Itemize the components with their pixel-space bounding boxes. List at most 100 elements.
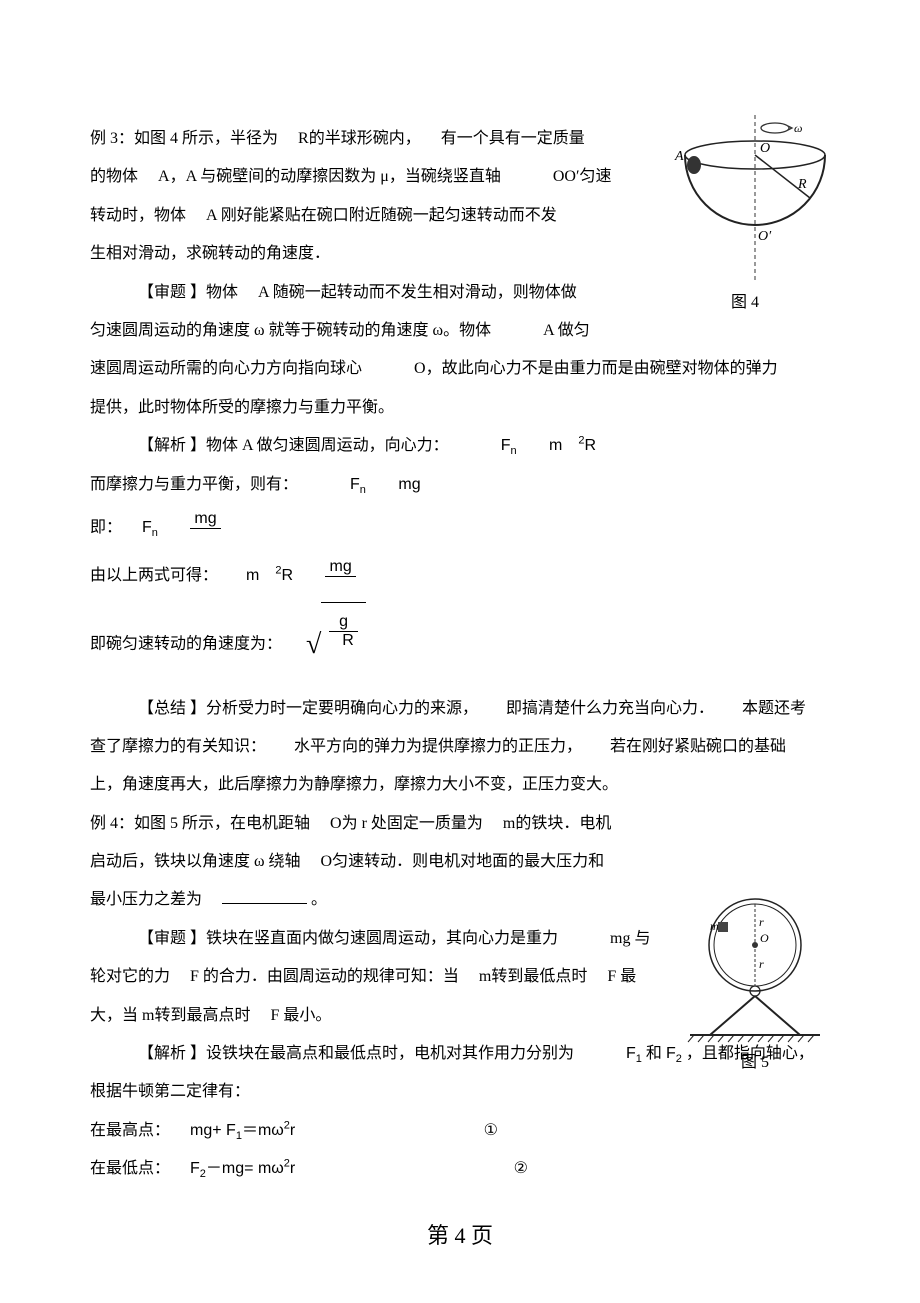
svg-text:O: O	[760, 141, 770, 156]
text: r	[290, 1160, 295, 1177]
text: 即碗匀速转动的角速度为：	[90, 635, 282, 652]
text: ＝mω	[242, 1122, 284, 1139]
ex3-line13: 即碗匀速转动的角速度为： √ g R	[90, 600, 830, 690]
ex4-line9: 在最高点： mg+ F1＝mω2r ①	[90, 1112, 830, 1150]
text: 大，当 m转到最高点时	[90, 1007, 250, 1024]
sqrt-expression: √ g R	[306, 600, 366, 690]
text: r	[290, 1122, 295, 1139]
text: 【解析 】物体 A 做匀速圆周运动，向心力：	[138, 437, 449, 454]
text: 在最低点：	[90, 1160, 170, 1177]
svg-text:R: R	[797, 177, 807, 192]
text: 例 4：如图 5 所示，在电机距轴	[90, 815, 310, 832]
formula-f1: F1	[626, 1045, 642, 1062]
text: 水平方向的弹力为提供摩擦力的正压力，	[294, 738, 582, 755]
formula-bottom: F2－mg= mω2r	[190, 1160, 300, 1177]
text: 最小压力之差为	[90, 891, 202, 908]
formula-fn3: Fn	[142, 519, 162, 536]
ex3-line11: 即： Fn mg	[90, 504, 830, 552]
text: 生相对滑动，求碗转动的角速度．	[90, 245, 330, 262]
text: F 最	[607, 968, 636, 985]
text: O匀速转动．则电机对地面的最大压力和	[321, 853, 605, 870]
figure-4-caption: 图 4	[660, 289, 830, 318]
figure-5-caption: 图 5	[680, 1049, 830, 1078]
text: R的半球形碗内，	[298, 130, 421, 147]
formula-mw2r-2: m2R	[246, 567, 297, 584]
text: 速圆周运动所需的向心力方向指向球心	[90, 360, 362, 377]
text: 在最高点：	[90, 1122, 170, 1139]
ex4-line2: 启动后，铁块以角速度 ω 绕轴 O匀速转动．则电机对地面的最大压力和	[90, 843, 830, 881]
text: F 最小。	[270, 1007, 331, 1024]
text: 即搞清楚什么力充当向心力．	[506, 700, 714, 717]
page-footer: 第 4 页	[0, 1210, 920, 1263]
text: O为 r 处固定一质量为	[330, 815, 483, 832]
text: F	[626, 1045, 636, 1062]
figure-4: A O O′ R ω 图 4	[660, 110, 830, 318]
text: A，A 与碗壁间的动摩擦因数为 μ，当碗绕竖直轴	[158, 168, 501, 185]
text: 有一个具有一定质量	[441, 130, 585, 147]
text: 转动时，物体	[90, 207, 186, 224]
motor-diagram-icon: m O r r	[680, 890, 830, 1045]
text: －mg= mω	[206, 1160, 284, 1177]
text: R	[329, 632, 357, 650]
formula-top: mg+ F1＝mω2r	[190, 1122, 300, 1139]
text	[190, 529, 220, 547]
ex3-line16: 上，角速度再大，此后摩擦力为静摩擦力，摩擦力大小不变，正压力变大。	[90, 766, 830, 804]
ex3-line7: 速圆周运动所需的向心力方向指向球心 O，故此向心力不是由重力而是由碗壁对物体的弹…	[90, 350, 830, 388]
svg-text:r: r	[759, 957, 764, 971]
text: 【审题 】物体	[138, 284, 238, 301]
ex3-line12: 由以上两式可得： m2R mg	[90, 552, 830, 600]
text: 若在刚好紧贴碗口的基础	[610, 738, 786, 755]
text: F	[190, 1160, 200, 1177]
fraction-mg-mu: mg	[190, 510, 220, 546]
text: F	[501, 437, 511, 454]
text: m的铁块．电机	[503, 815, 611, 832]
text: 和	[646, 1045, 662, 1062]
text: 查了摩擦力的有关知识：	[90, 738, 266, 755]
text: 上，角速度再大，此后摩擦力为静摩擦力，摩擦力大小不变，正压力变大。	[90, 776, 618, 793]
text: m	[549, 437, 562, 454]
text: F 的合力．由圆周运动的规律可知：当	[190, 968, 459, 985]
text: mg 与	[610, 930, 650, 947]
text: mg	[190, 510, 220, 529]
text: O，故此向心力不是由重力而是由碗壁对物体的弹力	[414, 360, 778, 377]
ex4-line8: 根据牛顿第二定律有：	[90, 1073, 830, 1111]
bowl-diagram-icon: A O O′ R ω	[660, 110, 830, 285]
text: 【总结 】分析受力时一定要明确向心力的来源，	[138, 700, 478, 717]
text: 匀速圆周运动的角速度 ω 就等于碗转动的角速度 ω。物体	[90, 322, 491, 339]
ex3-line10: 而摩擦力与重力平衡，则有： Fn mg	[90, 466, 830, 504]
text: mg+ F	[190, 1122, 236, 1139]
text: n	[152, 527, 158, 539]
text: 轮对它的力	[90, 968, 170, 985]
text: 1	[636, 1053, 642, 1065]
eq-number-2: ②	[514, 1160, 528, 1177]
text: 的物体	[90, 168, 138, 185]
text: g	[329, 613, 357, 632]
text: m	[246, 567, 259, 584]
text: 提供，此时物体所受的摩擦力与重力平衡。	[90, 399, 394, 416]
text: 【解析 】设铁块在最高点和最低点时，电机对其作用力分别为	[138, 1045, 574, 1062]
text: R	[281, 567, 293, 584]
text: mg	[325, 558, 355, 577]
ex3-line9: 【解析 】物体 A 做匀速圆周运动，向心力： Fn m2R	[90, 427, 830, 465]
text: 。	[311, 891, 327, 908]
text: m转到最低点时	[479, 968, 587, 985]
text: A 刚好能紧贴在碗口附近随碗一起匀速转动而不发	[206, 207, 557, 224]
text	[325, 577, 355, 595]
svg-text:O: O	[760, 931, 769, 945]
text: 例 3：如图 4 所示，半径为	[90, 130, 278, 147]
fraction-mg-mu-2: mg	[325, 558, 355, 594]
text: 由以上两式可得：	[90, 567, 218, 584]
formula-fn2: Fn	[350, 476, 370, 493]
text: 而摩擦力与重力平衡，则有：	[90, 476, 298, 493]
text: R	[585, 437, 597, 454]
ex4-line1: 例 4：如图 5 所示，在电机距轴 O为 r 处固定一质量为 m的铁块．电机	[90, 805, 830, 843]
text: 即：	[90, 519, 122, 536]
svg-text:ω: ω	[794, 121, 802, 135]
ex3-line8: 提供，此时物体所受的摩擦力与重力平衡。	[90, 389, 830, 427]
text: 根据牛顿第二定律有：	[90, 1083, 250, 1100]
text: 【审题 】铁块在竖直面内做匀速圆周运动，其向心力是重力	[138, 930, 558, 947]
svg-text:m: m	[710, 919, 719, 933]
text: n	[510, 445, 516, 457]
ex3-line14: 【总结 】分析受力时一定要明确向心力的来源， 即搞清楚什么力充当向心力． 本题还…	[90, 690, 830, 728]
text: F	[350, 476, 360, 493]
